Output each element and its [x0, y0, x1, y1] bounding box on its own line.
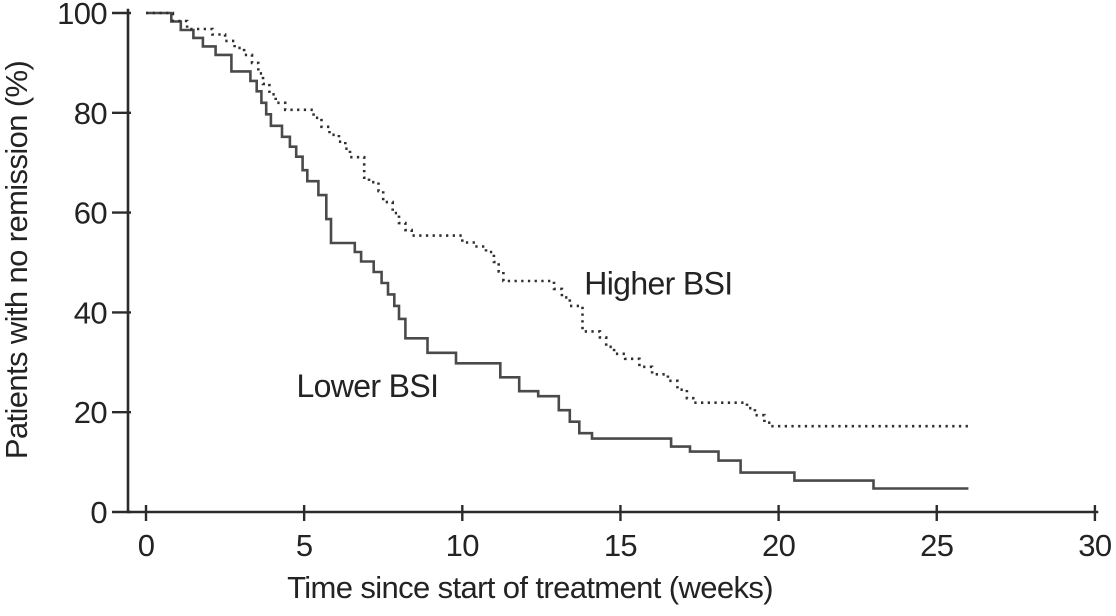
x-tick-label: 5 [296, 528, 313, 563]
y-tick-label: 40 [74, 295, 108, 330]
axes [126, 8, 1099, 514]
x-tick-label: 15 [604, 528, 637, 563]
x-axis-title: Time since start of treatment (weeks) [287, 570, 773, 605]
series-curve-higher-bsi [146, 11, 969, 428]
y-tick-label: 100 [57, 0, 107, 31]
x-axis-ticks: 0 5 10 15 20 25 30 [138, 505, 1113, 563]
y-axis-title: Patients with no remission (%) [0, 61, 34, 459]
series-label-higher-bsi: Higher BSI [584, 265, 732, 301]
x-tick-label: 20 [762, 528, 796, 563]
axis-lines [126, 8, 1099, 514]
series-curves [146, 11, 969, 490]
x-tick-label: 30 [1078, 528, 1112, 563]
y-tick-label: 20 [74, 395, 108, 430]
series-label-lower-bsi: Lower BSI [296, 368, 438, 404]
series-curve-lower-bsi [146, 11, 969, 490]
x-tick-label: 10 [446, 528, 480, 563]
y-axis-ticks: 0 20 40 60 80 100 [57, 0, 131, 530]
y-tick-label: 60 [74, 196, 108, 231]
y-tick-label: 0 [90, 495, 107, 530]
x-tick-label: 25 [920, 528, 953, 563]
x-tick-label: 0 [138, 528, 155, 563]
y-tick-label: 80 [74, 96, 108, 131]
